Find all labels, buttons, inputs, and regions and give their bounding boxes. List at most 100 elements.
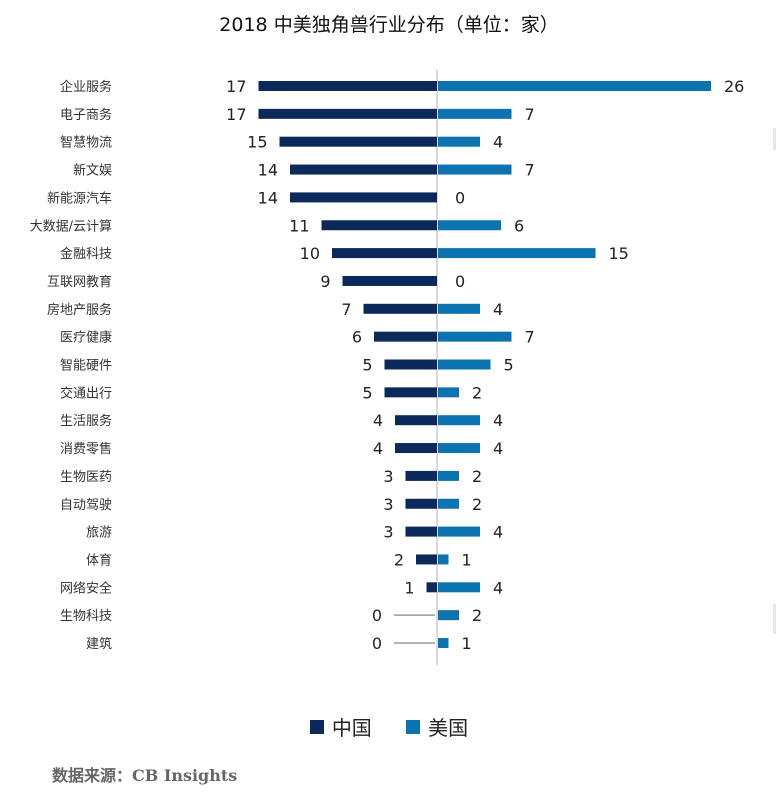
bar-usa [438, 387, 459, 398]
category-label: 新能源汽车 [47, 190, 112, 206]
bar-china [290, 164, 437, 175]
value-label-usa: 4 [493, 133, 503, 152]
bar-china [258, 81, 437, 91]
source-note: 数据来源：CB Insights [52, 766, 238, 785]
value-label-china: 5 [362, 356, 372, 375]
category-label: 自动驾驶 [60, 498, 112, 513]
value-label-usa: 0 [455, 272, 465, 291]
value-label-china: 15 [247, 133, 267, 152]
value-label-china: 3 [383, 495, 393, 514]
bar-usa [438, 136, 480, 147]
value-label-china: 1 [404, 578, 414, 597]
category-label: 大数据/云计算 [30, 219, 112, 234]
category-label: 医疗健康 [60, 330, 112, 346]
value-label-china: 11 [289, 216, 309, 235]
value-label-usa: 7 [525, 328, 535, 347]
bar-china [405, 470, 437, 481]
value-label-usa: 5 [504, 356, 514, 375]
value-label-usa: 4 [493, 439, 503, 458]
bar-usa [438, 303, 480, 314]
bar-china [342, 275, 437, 286]
value-label-china: 4 [373, 439, 383, 458]
bar-china [405, 498, 437, 509]
category-label: 消费零售 [60, 441, 112, 457]
category-label: 交通出行 [60, 385, 112, 401]
legend: 中国 美国 [0, 712, 778, 741]
legend-item-china: 中国 [309, 712, 372, 741]
chart-title: 2018 中美独角兽行业分布（单位：家） [219, 14, 559, 36]
category-label: 建筑 [86, 636, 112, 652]
bar-china [374, 331, 437, 342]
edge-mark [773, 128, 776, 150]
value-label-usa: 6 [514, 216, 524, 235]
bar-china [384, 359, 437, 370]
bar-usa [438, 582, 480, 593]
category-label: 生物医药 [60, 470, 112, 485]
bar-usa [438, 638, 449, 648]
category-label: 电子商务 [60, 107, 112, 123]
category-label: 金融科技 [60, 246, 112, 262]
bar-china [279, 136, 437, 147]
bar-china [426, 582, 437, 593]
category-label: 网络安全 [60, 580, 112, 596]
category-label: 旅游 [86, 526, 112, 541]
bar-usa [438, 248, 596, 259]
category-label: 智慧物流 [60, 135, 112, 151]
bar-china [416, 554, 437, 565]
bar-usa [438, 415, 480, 426]
bar-china [405, 526, 437, 537]
bar-usa [438, 470, 459, 481]
bar-china [363, 303, 437, 314]
bar-china [321, 220, 437, 231]
value-label-china: 14 [258, 161, 278, 180]
value-label-usa: 4 [493, 411, 503, 430]
legend-swatch-china [309, 719, 324, 734]
bar-usa [438, 526, 480, 537]
category-label: 体育 [86, 552, 112, 568]
category-label: 智能硬件 [60, 359, 112, 374]
value-label-usa: 2 [472, 606, 482, 625]
bar-usa [438, 331, 512, 342]
bar-usa [438, 498, 459, 509]
value-label-usa: 2 [472, 467, 482, 486]
bar-usa [438, 554, 449, 565]
value-label-china: 0 [372, 634, 382, 653]
bar-usa [438, 359, 491, 370]
edge-mark [773, 604, 776, 634]
legend-label-usa: 美国 [428, 716, 469, 740]
legend-label-china: 中国 [331, 716, 372, 740]
value-label-usa: 15 [609, 244, 629, 263]
value-label-usa: 4 [493, 578, 503, 597]
value-label-usa: 4 [493, 300, 503, 319]
value-label-usa: 26 [724, 77, 744, 96]
bar-china [395, 415, 437, 426]
bar-usa [438, 610, 459, 621]
legend-item-usa: 美国 [406, 712, 468, 741]
value-label-china: 6 [352, 328, 362, 347]
category-label: 生物科技 [60, 609, 112, 624]
value-label-china: 0 [372, 606, 382, 625]
value-label-usa: 7 [525, 105, 535, 124]
value-label-china: 9 [320, 272, 330, 291]
value-label-china: 10 [300, 244, 320, 263]
bar-china [332, 248, 437, 259]
value-label-china: 5 [362, 383, 372, 402]
bar-usa [438, 443, 480, 454]
bar-usa [438, 81, 711, 91]
value-label-china: 17 [226, 77, 246, 96]
value-label-usa: 0 [455, 188, 465, 207]
bar-usa [438, 108, 512, 119]
bar-usa [438, 164, 512, 175]
value-label-china: 7 [341, 300, 351, 319]
category-label: 企业服务 [60, 79, 112, 95]
value-label-china: 17 [226, 105, 246, 124]
value-label-china: 4 [373, 411, 383, 430]
value-label-china: 3 [383, 467, 393, 486]
bar-china [290, 192, 437, 203]
category-label: 新文娱 [73, 163, 112, 179]
value-label-china: 14 [258, 188, 278, 207]
value-label-usa: 2 [472, 495, 482, 514]
category-label: 生活服务 [60, 413, 112, 429]
legend-swatch-usa [406, 719, 421, 734]
